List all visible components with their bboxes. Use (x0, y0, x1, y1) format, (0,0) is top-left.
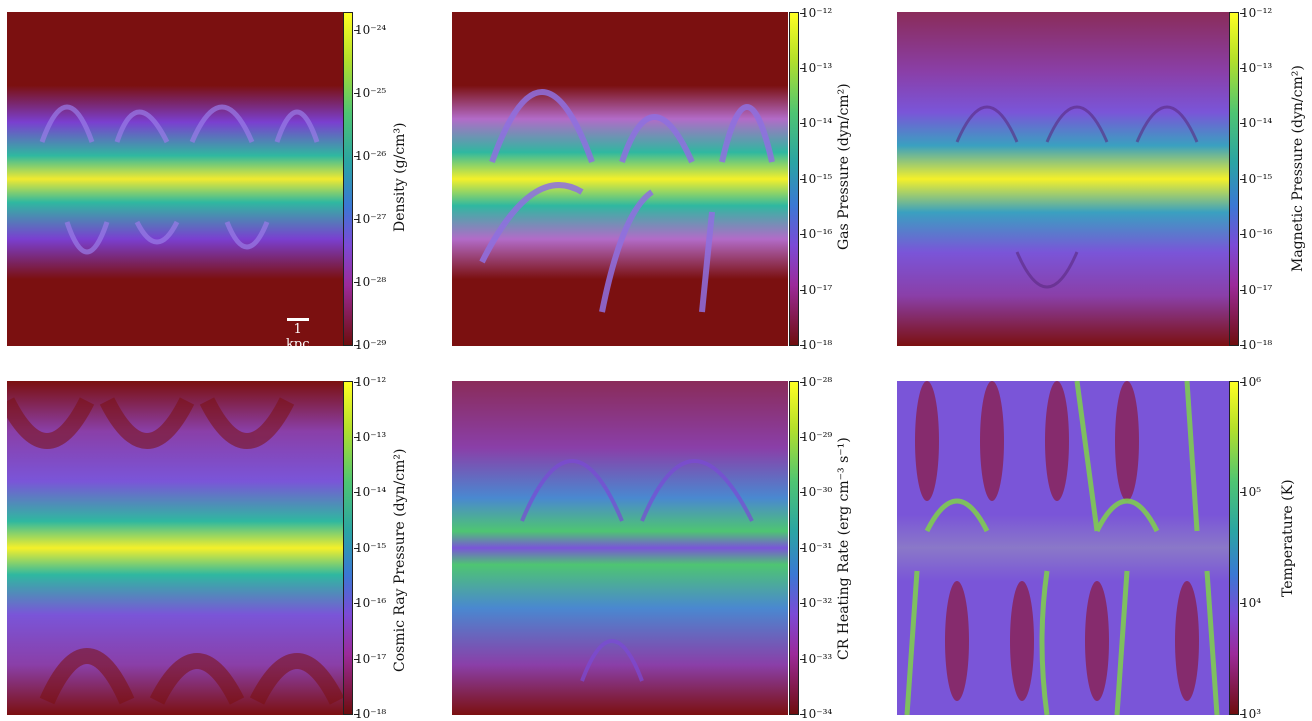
tick-label: 10⁻³¹ (801, 541, 833, 555)
magnetic-pressure-colorbar-label: Magnetic Pressure (dyn/cm²) (1290, 65, 1306, 272)
scale-bar-line (286, 318, 309, 321)
tick-label: 10⁻¹⁸ (1241, 338, 1273, 352)
gas-pressure-colorbar-label: Gas Pressure (dyn/cm²) (836, 83, 852, 250)
tick-label: 10⁻²⁸ (801, 375, 833, 389)
density-colorbar (343, 12, 353, 346)
temperature-colorbar (1229, 381, 1239, 715)
tick-label: 10⁻¹³ (1241, 61, 1273, 75)
tick-label: 10⁻¹² (355, 375, 387, 389)
tick-label: 10⁻¹⁵ (355, 541, 387, 555)
tick-label: 10⁻¹⁵ (801, 172, 833, 186)
gas-pressure-map-image (452, 12, 788, 346)
tick-label: 10⁻¹³ (355, 430, 387, 444)
tick-label: 10⁻²⁷ (355, 212, 387, 226)
tick-label: 10⁻¹⁷ (355, 652, 387, 666)
tick-label: 10⁻³⁴ (801, 707, 833, 721)
magnetic-pressure-map-image (897, 12, 1229, 346)
gas-pressure-colorbar (789, 12, 799, 346)
tick-label: 10⁴ (1241, 596, 1262, 610)
tick-label: 10⁵ (1241, 485, 1262, 499)
tick-label: 10⁻²⁵ (355, 86, 387, 100)
cosmic-ray-pressure-map-image (7, 381, 343, 715)
scale-bar: 1 kpc (286, 318, 309, 352)
tick-label: 10⁻²⁸ (355, 275, 387, 289)
tick-label: 10⁻¹⁵ (1241, 172, 1273, 186)
tick-label: 10³ (1241, 707, 1262, 721)
tick-label: 10⁻³⁰ (801, 485, 833, 499)
tick-label: 10⁻²⁹ (801, 430, 833, 444)
scale-bar-label: 1 kpc (286, 322, 310, 352)
tick-label: 10⁻¹⁴ (801, 116, 833, 130)
tick-label: 10⁻¹³ (801, 61, 833, 75)
tick-label: 10⁻¹⁶ (355, 596, 387, 610)
tick-label: 10⁻²⁴ (355, 23, 387, 37)
tick-label: 10⁻¹⁸ (801, 338, 833, 352)
tick-label: 10⁻¹⁷ (801, 283, 833, 297)
cr-heating-rate-map-image (452, 381, 788, 715)
tick-label: 10⁻¹⁸ (355, 707, 387, 721)
tick-label: 10⁻¹⁶ (1241, 227, 1273, 241)
tick-label: 10⁻¹⁷ (1241, 283, 1273, 297)
tick-label: 10⁶ (1241, 375, 1262, 389)
magnetic-pressure-colorbar (1229, 12, 1239, 346)
temperature-colorbar-label: Temperature (K) (1280, 479, 1296, 597)
tick-label: 10⁻²⁹ (355, 338, 387, 352)
tick-label: 10⁻¹² (1241, 6, 1273, 20)
tick-label: 10⁻³³ (801, 652, 833, 666)
cosmic-ray-pressure-colorbar-label: Cosmic Ray Pressure (dyn/cm²) (392, 448, 408, 672)
cosmic-ray-pressure-colorbar (343, 381, 353, 715)
tick-label: 10⁻¹⁴ (355, 485, 387, 499)
tick-label: 10⁻¹⁴ (1241, 116, 1273, 130)
density-colorbar-label: Density (g/cm³) (392, 122, 408, 232)
density-map-image (7, 12, 343, 346)
tick-label: 10⁻¹⁶ (801, 227, 833, 241)
temperature-map-image (897, 381, 1229, 715)
tick-label: 10⁻²⁶ (355, 149, 387, 163)
tick-label: 10⁻³² (801, 596, 833, 610)
cr-heating-rate-colorbar-label: CR Heating Rate (erg cm⁻³ s⁻¹) (836, 437, 852, 660)
tick-label: 10⁻¹² (801, 6, 833, 20)
cr-heating-rate-colorbar (789, 381, 799, 715)
